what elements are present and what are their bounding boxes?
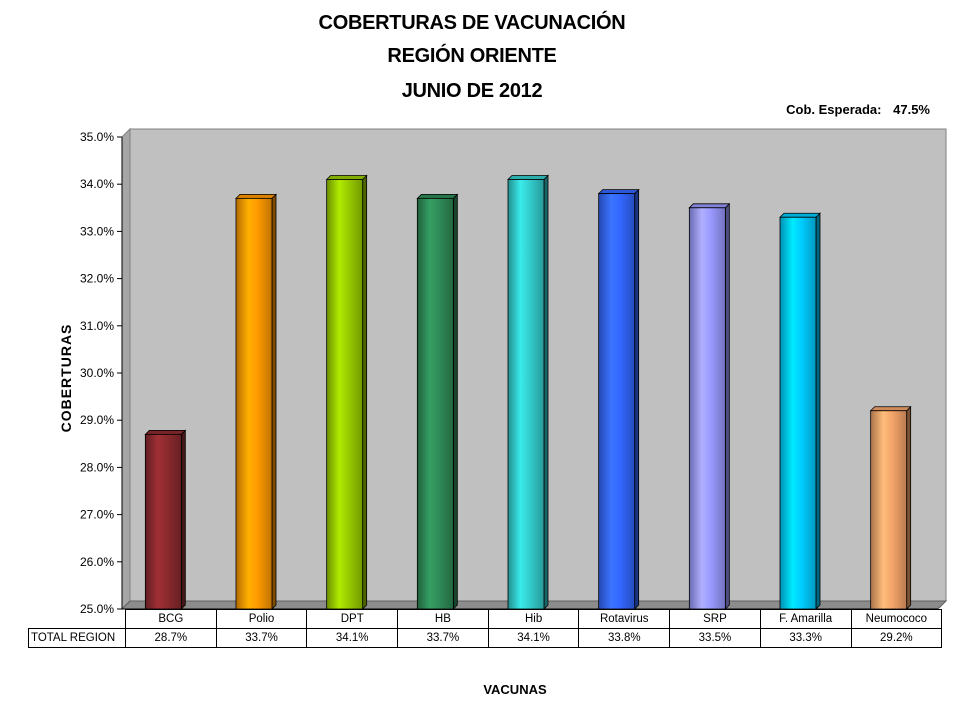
bar-side [271,193,277,610]
value-label: 33.3% [759,628,852,648]
bar [144,433,182,610]
bar-side [452,193,458,610]
value-label: 34.1% [487,628,580,648]
bar [779,216,817,610]
bar-side [543,174,549,610]
bar [326,179,364,610]
y-tick-label: 29.0% [80,413,114,427]
y-axis-label: COBERTURAS [58,323,74,433]
bar [870,410,908,610]
value-label: 33.5% [669,628,761,648]
bar-side [634,188,640,610]
category-label: SRP [669,609,761,629]
bar-side [362,174,368,610]
x-axis-label: VACUNAS [483,682,547,697]
y-tick-label: 27.0% [80,508,114,522]
bar [598,193,636,610]
expected-coverage-value: 47.5% [893,102,930,117]
y-tick-label: 26.0% [80,555,114,569]
category-label: HB [397,609,489,629]
category-label: Rotavirus [578,609,671,629]
bar [416,197,454,610]
category-label: Hib [487,609,580,629]
bar [235,197,273,610]
bar-top [325,175,368,180]
y-tick-label: 34.0% [80,177,114,191]
bar [688,207,726,610]
y-tick-label: 30.0% [80,366,114,380]
category-label: Polio [215,609,308,629]
bar-top [416,193,459,199]
expected-coverage: Cob. Esperada: 47.5% [786,102,930,117]
bar-top [688,203,731,209]
bar-side [815,212,821,610]
data-table-category-row: BCG Polio DPT HB Hib Rotavirus SRP F. Am… [28,609,943,629]
category-label: DPT [306,609,399,629]
value-label: 33.8% [578,628,671,648]
y-tick-label: 31.0% [80,319,114,333]
bar-side [906,405,912,610]
bar-side [724,202,730,610]
y-tick-label: 33.0% [80,224,114,238]
chart-title-line-1: COBERTURAS DE VACUNACIÓN [318,12,626,34]
plot-side-wall [121,127,131,611]
value-label: 33.7% [397,628,489,648]
category-label: Neumococo [850,609,943,629]
value-label: 34.1% [306,628,399,648]
value-label: 28.7% [125,628,217,648]
y-tick-label: 32.0% [80,272,114,286]
bar-top [144,429,187,435]
bar-top [597,189,640,195]
bar-top [869,406,912,412]
category-label: BCG [125,609,217,629]
bar-top [507,175,549,180]
series-name: TOTAL REGION [28,628,126,648]
bar [507,179,545,610]
data-table-values-row: TOTAL REGION 28.7% 33.7% 34.1% 33.7% 34.… [28,628,943,648]
category-label: F. Amarilla [759,609,852,629]
data-table: BCG Polio DPT HB Hib Rotavirus SRP F. Am… [28,609,943,648]
bar-top [235,193,277,199]
y-tick-label: 35.0% [80,130,114,144]
value-label: 33.7% [215,628,308,648]
bar-side [180,429,186,610]
expected-coverage-label: Cob. Esperada: [786,102,882,117]
chart-title-line-2: REGIÓN ORIENTE [387,45,557,67]
chart-title-line-3: JUNIO DE 2012 [401,80,543,102]
bar-top [779,212,821,218]
value-label: 29.2% [850,628,943,648]
y-tick-label: 28.0% [80,460,114,474]
